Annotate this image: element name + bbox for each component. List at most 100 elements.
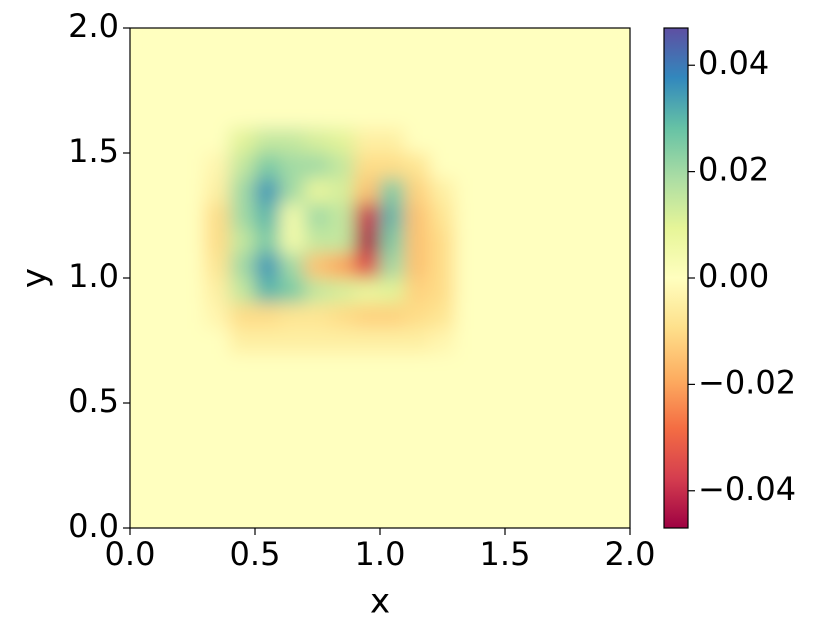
heatmap-cell xyxy=(504,277,531,304)
heatmap-cell xyxy=(454,152,481,179)
heatmap-cell xyxy=(304,102,331,129)
heatmap-cell xyxy=(554,102,581,129)
heatmap-cell xyxy=(329,427,356,454)
heatmap-cell xyxy=(304,28,331,54)
heatmap-cell xyxy=(130,477,156,504)
heatmap-cell xyxy=(379,152,406,179)
heatmap-cell xyxy=(204,302,231,329)
heatmap-cell xyxy=(404,177,431,204)
heatmap-cell xyxy=(604,177,630,204)
heatmap-cell xyxy=(579,402,606,429)
heatmap-cell xyxy=(579,477,606,504)
heatmap-cell xyxy=(604,127,630,154)
heatmap-cell xyxy=(279,102,306,129)
heatmap-cell xyxy=(329,277,356,304)
heatmap-cell xyxy=(404,452,431,479)
heatmap-cell xyxy=(479,277,506,304)
heatmap-cell xyxy=(130,377,156,404)
heatmap-cell xyxy=(229,327,256,354)
heatmap-cell xyxy=(529,402,556,429)
heatmap-cell xyxy=(254,277,281,304)
heatmap-cell xyxy=(279,427,306,454)
heatmap-cell xyxy=(554,252,581,279)
heatmap-cell xyxy=(404,102,431,129)
heatmap-cell xyxy=(554,427,581,454)
heatmap xyxy=(130,28,630,528)
heatmap-cell xyxy=(529,102,556,129)
heatmap-cell xyxy=(379,102,406,129)
heatmap-cell xyxy=(279,202,306,229)
heatmap-cell xyxy=(454,28,481,54)
heatmap-cell xyxy=(204,52,231,79)
heatmap-cell xyxy=(579,102,606,129)
heatmap-cell xyxy=(329,502,356,528)
heatmap-cell xyxy=(229,427,256,454)
colorbar-tick-label: 0.02 xyxy=(698,151,769,189)
heatmap-cell xyxy=(479,502,506,528)
heatmap-cell xyxy=(229,477,256,504)
heatmap-cell xyxy=(479,102,506,129)
heatmap-cell xyxy=(154,227,181,254)
heatmap-cell xyxy=(154,277,181,304)
heatmap-cell xyxy=(279,252,306,279)
heatmap-cell xyxy=(179,152,206,179)
heatmap-cell xyxy=(304,477,331,504)
heatmap-cell xyxy=(579,28,606,54)
heatmap-cell xyxy=(204,152,231,179)
heatmap-cell xyxy=(204,227,231,254)
heatmap-cell xyxy=(154,377,181,404)
heatmap-cell xyxy=(379,402,406,429)
heatmap-cell xyxy=(179,277,206,304)
heatmap-cell xyxy=(154,77,181,104)
heatmap-cell xyxy=(304,152,331,179)
heatmap-cell xyxy=(204,402,231,429)
heatmap-cell xyxy=(379,477,406,504)
heatmap-cell xyxy=(279,52,306,79)
heatmap-cell xyxy=(179,127,206,154)
heatmap-cell xyxy=(504,252,531,279)
heatmap-cell xyxy=(429,177,456,204)
heatmap-cell xyxy=(354,502,381,528)
heatmap-cell xyxy=(479,152,506,179)
heatmap-cell xyxy=(354,402,381,429)
heatmap-cell xyxy=(154,252,181,279)
heatmap-cell xyxy=(279,227,306,254)
heatmap-cell xyxy=(354,52,381,79)
heatmap-cell xyxy=(454,227,481,254)
heatmap-cell xyxy=(154,152,181,179)
heatmap-cell xyxy=(204,377,231,404)
heatmap-cell xyxy=(479,427,506,454)
heatmap-cell xyxy=(454,277,481,304)
heatmap-cell xyxy=(504,102,531,129)
heatmap-cell xyxy=(179,427,206,454)
heatmap-cell xyxy=(179,502,206,528)
heatmap-cell xyxy=(554,227,581,254)
heatmap-cell xyxy=(329,477,356,504)
heatmap-cell xyxy=(504,377,531,404)
heatmap-cell xyxy=(354,277,381,304)
heatmap-cell xyxy=(529,252,556,279)
heatmap-cell xyxy=(130,152,156,179)
heatmap-cell xyxy=(504,202,531,229)
heatmap-cell xyxy=(604,152,630,179)
x-tick-label: 1.0 xyxy=(355,535,406,573)
heatmap-cell xyxy=(229,77,256,104)
heatmap-cell xyxy=(404,28,431,54)
x-tick-label: 2.0 xyxy=(605,535,656,573)
heatmap-cell xyxy=(329,327,356,354)
heatmap-cell xyxy=(254,77,281,104)
heatmap-cell xyxy=(529,327,556,354)
heatmap-cell xyxy=(479,127,506,154)
heatmap-cell xyxy=(279,28,306,54)
heatmap-cell xyxy=(379,252,406,279)
heatmap-cell xyxy=(229,127,256,154)
heatmap-cell xyxy=(404,202,431,229)
heatmap-cell xyxy=(179,327,206,354)
heatmap-cell xyxy=(554,127,581,154)
heatmap-cell xyxy=(454,452,481,479)
heatmap-cell xyxy=(179,77,206,104)
heatmap-cell xyxy=(579,452,606,479)
heatmap-cell xyxy=(304,427,331,454)
heatmap-cell xyxy=(479,327,506,354)
